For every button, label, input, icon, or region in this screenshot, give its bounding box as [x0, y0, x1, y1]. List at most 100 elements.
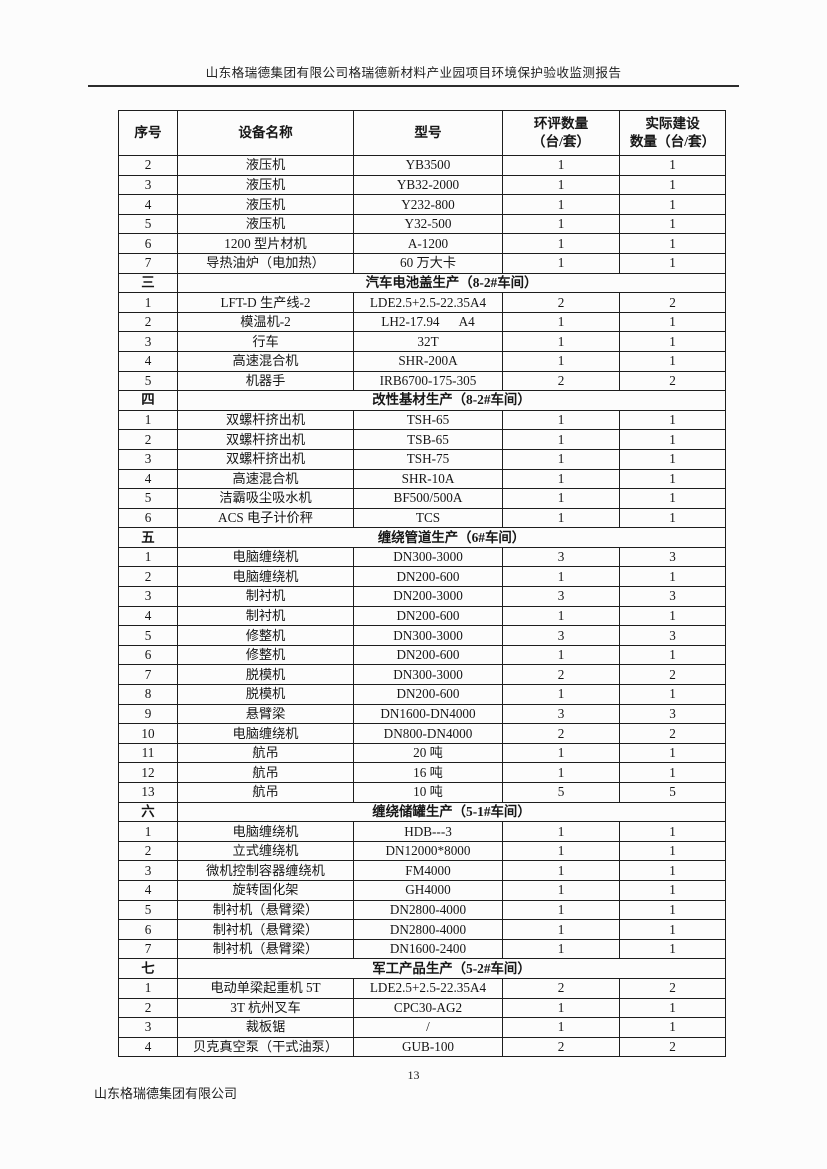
- footer-company-name: 山东格瑞德集团有限公司: [94, 1086, 238, 1101]
- cell-no: 10: [118, 723, 178, 744]
- cell-model: LDE2.5+2.5-22.35A4: [353, 292, 503, 313]
- cell-actual: 1: [619, 605, 726, 627]
- cell-model: Y32-500: [353, 213, 503, 235]
- table-row: 3 制衬机 DN200-3000 3 3: [118, 586, 726, 607]
- table-row: 3 裁板锯/1 1: [118, 1017, 726, 1038]
- cell-eia: 1: [502, 488, 620, 509]
- cell-model: CPC30-AG2: [353, 997, 503, 1019]
- table-row: 4 高速混合机 SHR-200A 1 1: [118, 350, 726, 372]
- column-header-name: 设备名称: [177, 110, 354, 156]
- cell-eia: 1: [502, 919, 620, 940]
- cell-name: 1200 型片材机: [177, 233, 354, 254]
- table-row: 5 修整机 DN300-3000 3 3: [118, 625, 726, 646]
- cell-eia: 2: [502, 723, 620, 744]
- cell-name: 修整机: [177, 625, 354, 646]
- cell-name: 行车: [177, 331, 354, 352]
- cell-eia: 1: [502, 997, 620, 1019]
- cell-eia: 2: [502, 664, 620, 686]
- cell-section-no: 五: [118, 527, 178, 548]
- cell-actual: 1: [619, 919, 726, 940]
- cell-eia: 3: [502, 586, 620, 607]
- cell-actual: 1: [619, 331, 726, 352]
- table-row: 4 旋转固化架 GH4000 1 1: [118, 879, 726, 901]
- cell-model: DN2800-4000: [353, 919, 503, 940]
- table-row: 7 脱模机 DN300-3000 2 2: [118, 664, 726, 686]
- cell-actual: 1: [619, 840, 726, 862]
- cell-name: 修整机: [177, 644, 354, 666]
- cell-model: 60 万大卡: [353, 252, 503, 274]
- cell-section-title: 军工产品生产（5-2#车间）: [177, 958, 726, 979]
- cell-no: 7: [118, 252, 178, 274]
- cell-no: 3: [118, 448, 178, 470]
- cell-no: 4: [118, 468, 178, 490]
- cell-model: YB32-2000: [353, 174, 503, 196]
- column-header-no: 序号: [118, 110, 178, 156]
- cell-name: 制衬机（悬臂梁）: [177, 919, 354, 940]
- cell-actual: 1: [619, 507, 726, 529]
- cell-eia: 3: [502, 625, 620, 646]
- table-header-row: 序号 设备名称 型号 环评数量 （台/套） 实际建设 数量（台/套）: [118, 110, 726, 156]
- header-rule: [88, 85, 739, 87]
- cell-eia: 1: [502, 252, 620, 274]
- cell-model: SHR-10A: [353, 468, 503, 490]
- cell-eia: 3: [502, 703, 620, 725]
- table-row: 1 电脑缠绕机 HDB---3 1 1: [118, 821, 726, 842]
- cell-actual: 1: [619, 821, 726, 842]
- cell-eia: 1: [502, 194, 620, 215]
- cell-actual: 3: [619, 586, 726, 607]
- cell-model: TSH-75: [353, 448, 503, 470]
- cell-model: DN200-600: [353, 566, 503, 588]
- cell-name: 制衬机（悬臂梁）: [177, 899, 354, 921]
- cell-model: LH2-17.94 A4: [353, 311, 503, 333]
- cell-no: 5: [118, 899, 178, 921]
- cell-model: DN200-600: [353, 605, 503, 627]
- cell-eia: 5: [502, 782, 620, 803]
- cell-section-title: 改性基材生产（8-2#车间）: [177, 390, 726, 411]
- cell-model: DN1600-DN4000: [353, 703, 503, 725]
- cell-model: IRB6700-175-305: [353, 370, 503, 392]
- cell-no: 13: [118, 782, 178, 803]
- cell-no: 7: [118, 938, 178, 960]
- cell-name: 3T 杭州叉车: [177, 997, 354, 1019]
- table-row: 3 行车 32T 1 1: [118, 331, 726, 352]
- cell-no: 4: [118, 1036, 178, 1058]
- cell-model: DN300-3000: [353, 625, 503, 646]
- cell-name: ACS 电子计价秤: [177, 507, 354, 529]
- table-row: 7 制衬机（悬臂梁） DN1600-2400 1 1: [118, 938, 726, 960]
- cell-model: TSH-65: [353, 409, 503, 431]
- cell-actual: 2: [619, 664, 726, 686]
- cell-no: 3: [118, 331, 178, 352]
- cell-actual: 1: [619, 468, 726, 490]
- cell-model: DN200-600: [353, 644, 503, 666]
- cell-model: 10 吨: [353, 782, 503, 803]
- table-head: 序号 设备名称 型号 环评数量 （台/套） 实际建设 数量（台/套）: [118, 110, 726, 156]
- cell-actual: 5: [619, 782, 726, 803]
- cell-eia: 1: [502, 605, 620, 627]
- cell-actual: 1: [619, 762, 726, 783]
- cell-no: 5: [118, 370, 178, 392]
- cell-model: LDE2.5+2.5-22.35A4: [353, 977, 503, 999]
- cell-name: 贝克真空泵（干式油泵）: [177, 1036, 354, 1058]
- cell-name: 制衬机（悬臂梁）: [177, 938, 354, 960]
- cell-eia: 1: [502, 742, 620, 764]
- cell-eia: 2: [502, 977, 620, 999]
- cell-no: 2: [118, 155, 178, 176]
- cell-no: 12: [118, 762, 178, 783]
- cell-no: 3: [118, 1017, 178, 1038]
- cell-eia: 1: [502, 350, 620, 372]
- cell-name: 导热油炉（电加热）: [177, 252, 354, 274]
- cell-name: 双螺杆挤出机: [177, 429, 354, 450]
- cell-no: 3: [118, 586, 178, 607]
- cell-no: 1: [118, 409, 178, 431]
- cell-no: 6: [118, 919, 178, 940]
- table-row: 8 脱模机 DN200-600 1 1: [118, 684, 726, 705]
- cell-no: 2: [118, 311, 178, 333]
- section-row: 三汽车电池盖生产（8-2#车间）: [118, 272, 726, 294]
- table-row: 9 悬臂梁 DN1600-DN4000 3 3: [118, 703, 726, 725]
- cell-no: 7: [118, 664, 178, 686]
- section-row: 四改性基材生产（8-2#车间）: [118, 390, 726, 411]
- cell-name: 悬臂梁: [177, 703, 354, 725]
- cell-eia: 1: [502, 429, 620, 450]
